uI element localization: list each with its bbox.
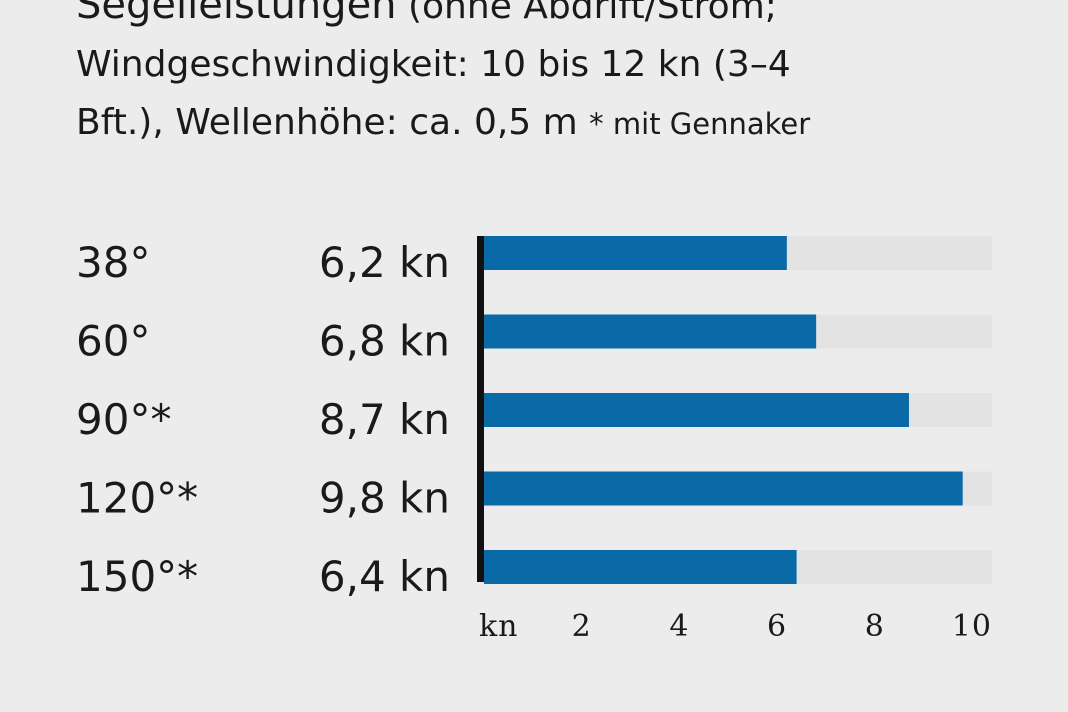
axis-unit-label: kn (479, 609, 519, 644)
x-tick-label: 10 (952, 609, 992, 644)
chart-footnote: * mit Gennaker (589, 107, 811, 141)
x-tick-label: 8 (865, 609, 885, 644)
x-tick-label: 6 (767, 609, 787, 644)
value-label: 9,8 kn (319, 474, 450, 523)
category-label: 90°* (76, 395, 171, 444)
bar (484, 550, 797, 584)
y-axis-line (477, 236, 484, 582)
bar (484, 236, 787, 270)
chart-subtitle-line2: Windgeschwindigkeit: 10 bis 12 kn (3–4 (76, 44, 791, 85)
chart-title: Segelleistungen (76, 0, 397, 28)
chart-subtitle-part1: (ohne Abdrift/Strom; (407, 0, 777, 27)
x-tick-label: 2 (572, 609, 592, 644)
value-label: 6,8 kn (319, 317, 450, 366)
value-label: 8,7 kn (319, 395, 450, 444)
bar (484, 393, 909, 427)
category-label: 120°* (76, 474, 198, 523)
category-label: 60° (76, 317, 150, 366)
value-label: 6,4 kn (319, 552, 450, 601)
bar (484, 471, 963, 506)
category-label: 150°* (76, 552, 198, 601)
category-label: 38° (76, 238, 150, 287)
chart-header: Segelleistungen (ohne Abdrift/Strom; Win… (76, 0, 1056, 153)
chart-subtitle-line3: Bft.), Wellenhöhe: ca. 0,5 m (76, 102, 578, 143)
value-label: 6,2 kn (319, 238, 450, 287)
bar (484, 314, 817, 349)
x-tick-label: 4 (669, 609, 689, 644)
